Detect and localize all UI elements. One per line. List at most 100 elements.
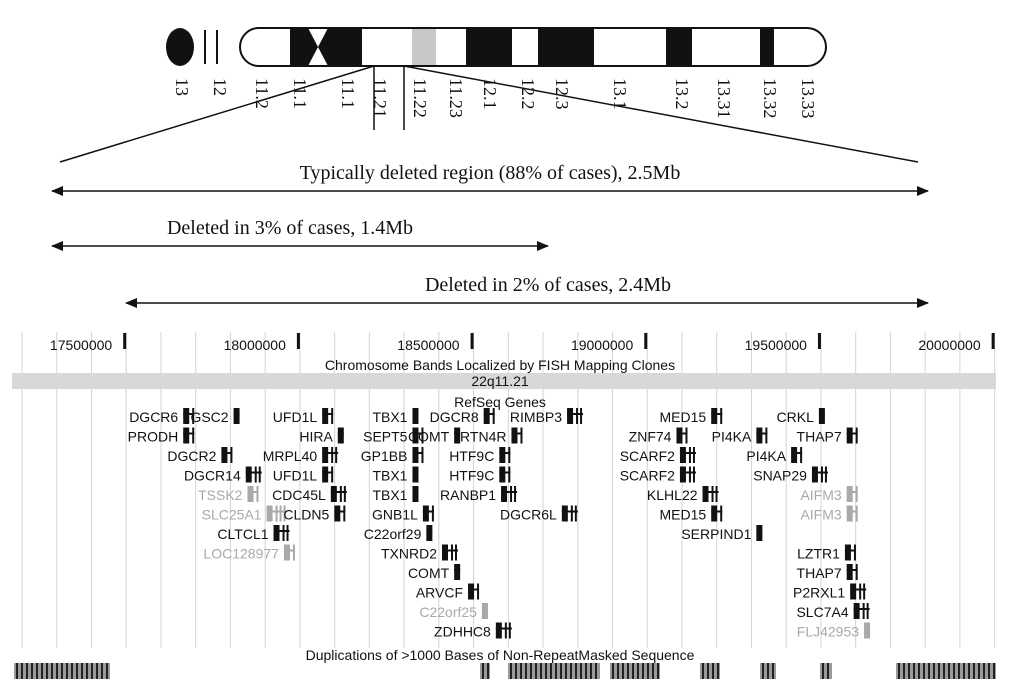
gene-exon [692,447,695,463]
duplication-bar [21,663,23,679]
position-tick [644,333,648,349]
band-name: 22q11.21 [471,373,529,389]
gene-exon [511,427,518,444]
gene-exon [192,427,195,444]
duplication-bar [822,663,824,679]
gene-exon [508,466,511,483]
duplication-bar [590,663,592,679]
duplication-bar [71,663,73,679]
gene-exon [247,486,254,502]
duplication-bar [903,663,905,679]
band-labels: 13 12 11.2 11.1 11.1 11.21 11.22 11.23 12.1 12.2 1… [172,78,818,119]
duplication-bar [762,663,764,679]
band-13-33 [774,28,826,66]
duplication-bar [968,663,970,679]
gene-exon [451,544,453,561]
duplication-bar [36,663,38,679]
gene-label: ARVCF [416,585,463,601]
gene-exon [335,447,338,463]
gene-exon [492,408,495,424]
gene-exon [422,505,429,522]
gene-exon [567,408,574,424]
gene-intron [495,627,512,630]
gene-exon [715,486,718,502]
gene-exon [337,427,344,444]
gene-tbx1: TBX1 [372,466,419,484]
band-11-2 [240,28,290,66]
gene-exon [688,466,691,483]
position-tick [123,333,127,349]
gene-exon [286,525,289,541]
gene-exon [846,486,853,502]
gene-label: CDC45L [272,487,326,503]
gene-exon [330,486,337,502]
band-label: 12 [210,78,230,96]
gene-exon [283,505,286,522]
gene-scarf2: SCARF2 [620,447,696,464]
gene-intron [567,413,584,415]
gene-gsc2: GSC2 [190,408,240,425]
duplication-bar [983,663,985,679]
duplication-bar [973,663,975,679]
gene-label: SNAP29 [753,468,807,484]
duplication-bar [66,663,68,679]
gene-intron [273,530,290,532]
gene-exon [279,505,282,522]
gene-prodh: PRODH [128,427,195,445]
duplication-segment [896,663,996,679]
duplication-bar [106,663,108,679]
gene-exon [688,447,691,463]
gene-intron [702,491,719,493]
gene-intron [561,510,578,513]
gene-thap7: THAP7 [797,427,858,445]
duplication-bar [560,663,562,679]
duplication-segment [700,663,720,679]
gene-intron [245,471,262,474]
gene-crkl: CRKL [777,408,825,425]
gene-label: KLHL22 [647,487,698,503]
gene-snap29: SNAP29 [753,466,828,484]
gene-exon [477,583,480,600]
gene-intron [501,491,518,493]
gene-slc7a4: SLC7A4 [796,603,870,620]
duplication-bar [908,663,910,679]
gene-exon [275,505,278,522]
gene-mrpl40: MRPL40 [263,447,339,464]
gene-label: P2RXL1 [793,585,845,601]
position-label: 17500000 [50,337,113,353]
gene-exon [846,505,853,522]
chromosome-22-ideogram [166,27,827,67]
duplication-bar [948,663,950,679]
duplication-bar [555,663,557,679]
gene-exon [580,408,583,424]
gene-exon [334,505,341,522]
duplications-track [14,663,996,679]
gene-label: SCARF2 [620,468,675,484]
gene-flj42953: FLJ42953 [797,622,871,640]
gene-exon [412,408,419,424]
gene-label: HTF9C [449,448,494,464]
refseq-track-label: RefSeq Genes [454,394,546,410]
gene-tbx1: TBX1 [372,408,419,425]
zoom-lines [59,65,919,163]
gene-exon [501,486,508,502]
gene-serpind1: SERPIND1 [681,525,763,542]
gene-label: TBX1 [372,487,407,503]
band-label: 12.2 [518,78,538,110]
duplication-bar [575,663,577,679]
duplication-segment [480,663,490,679]
gene-exon [791,447,798,463]
gene-pi4ka: PI4KA [746,447,803,464]
duplication-bar [86,663,88,679]
gene-exon [221,447,228,463]
gene-label: MRPL40 [263,448,318,464]
position-ruler: 17500000 18000000 18500000 19000000 19500000… [50,333,995,353]
gene-exon [853,544,856,561]
gene-ufd1l: UFD1L [273,466,334,484]
gene-exon [454,427,461,444]
duplication-bar [76,663,78,679]
gene-exon [412,447,419,463]
gene-label: GSC2 [190,409,228,425]
deletion-label: Typically deleted region (88% of cases),… [300,162,681,184]
gene-lztr1: LZTR1 [797,544,856,562]
